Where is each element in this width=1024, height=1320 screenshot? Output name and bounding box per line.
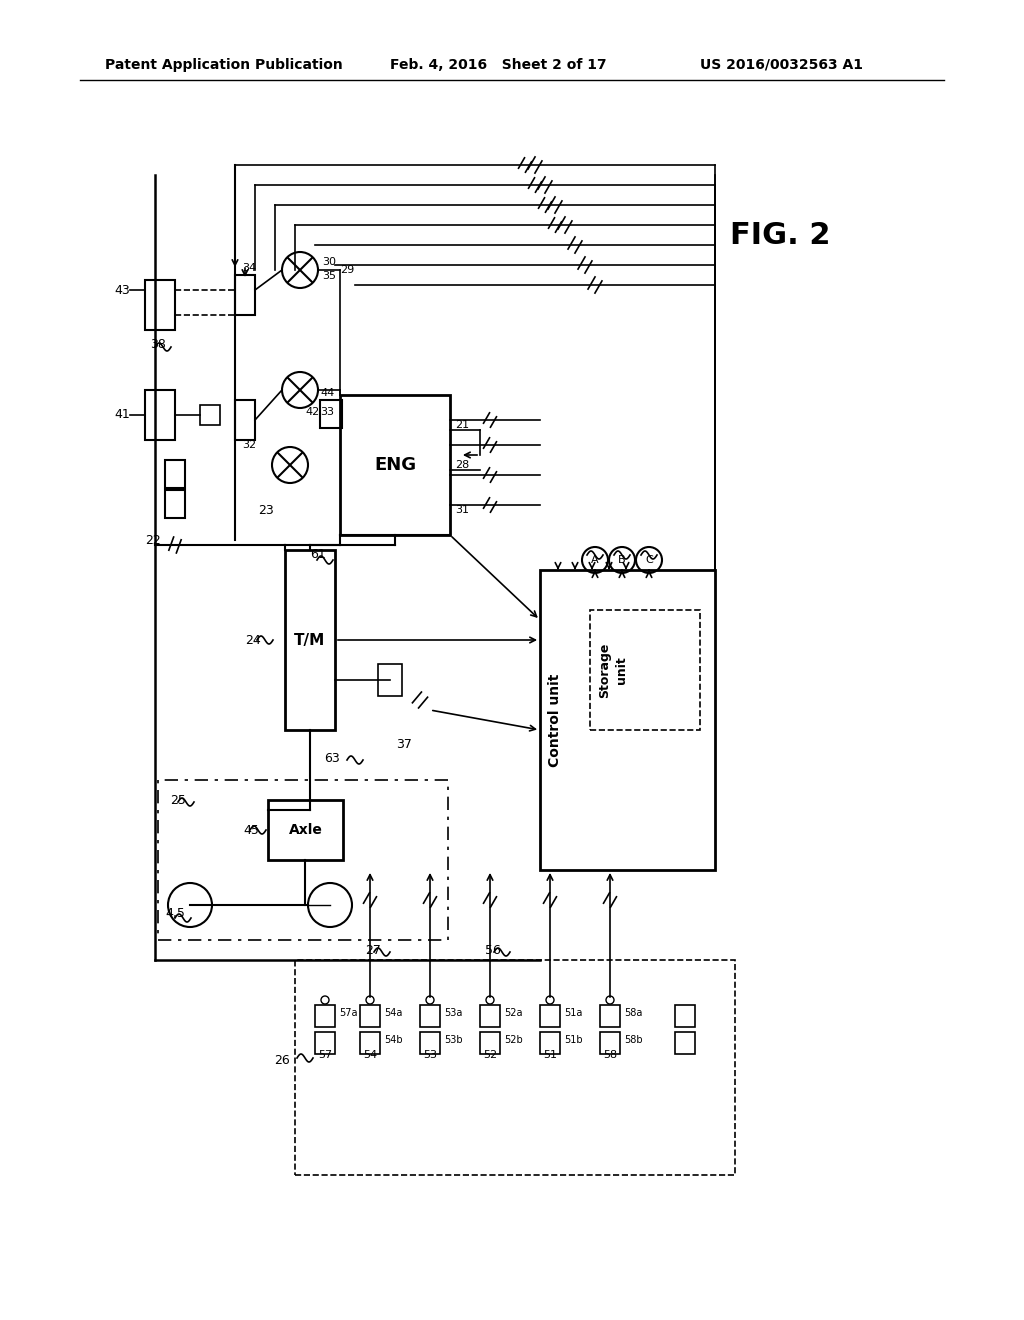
Bar [420, 1032, 440, 1053]
Text: 56: 56 [485, 944, 501, 957]
Text: 34: 34 [242, 263, 256, 273]
Bar [200, 405, 220, 425]
Text: 25: 25 [170, 793, 186, 807]
Text: 54b: 54b [384, 1035, 402, 1045]
Bar [675, 1032, 695, 1053]
Bar [268, 800, 343, 861]
Text: 32: 32 [242, 440, 256, 450]
Text: 38: 38 [150, 338, 166, 351]
Text: 43: 43 [115, 284, 130, 297]
Text: 33: 33 [319, 407, 334, 417]
Text: 35: 35 [322, 271, 336, 281]
Text: 54a: 54a [384, 1008, 402, 1018]
Text: 37: 37 [396, 738, 412, 751]
Bar [319, 400, 342, 428]
Text: 24: 24 [245, 634, 261, 647]
Text: B: B [618, 554, 626, 565]
Bar [234, 275, 255, 315]
Text: Patent Application Publication: Patent Application Publication [105, 58, 343, 73]
Text: 58: 58 [603, 1049, 617, 1060]
Text: 27: 27 [365, 944, 381, 957]
Text: 4,5: 4,5 [165, 907, 185, 920]
Text: 30: 30 [322, 257, 336, 267]
Bar [675, 1005, 695, 1027]
Text: 58a: 58a [624, 1008, 642, 1018]
Text: Axle: Axle [289, 822, 323, 837]
Text: 58b: 58b [624, 1035, 643, 1045]
Bar [420, 1005, 440, 1027]
Text: 53a: 53a [444, 1008, 463, 1018]
Text: 41: 41 [115, 408, 130, 421]
Text: 57: 57 [317, 1049, 332, 1060]
Text: Control unit: Control unit [548, 673, 562, 767]
Bar [234, 400, 255, 440]
Bar [165, 459, 185, 488]
Text: 51b: 51b [564, 1035, 583, 1045]
Bar [360, 1032, 380, 1053]
Text: 51a: 51a [564, 1008, 583, 1018]
Text: 52a: 52a [504, 1008, 522, 1018]
Text: 45: 45 [243, 824, 259, 837]
Bar [600, 1032, 620, 1053]
Text: 42: 42 [305, 407, 319, 417]
Text: Feb. 4, 2016   Sheet 2 of 17: Feb. 4, 2016 Sheet 2 of 17 [390, 58, 606, 73]
Text: C: C [645, 554, 653, 565]
Text: 63: 63 [325, 751, 340, 764]
Text: 23: 23 [258, 503, 273, 516]
Bar [480, 1005, 500, 1027]
Bar [145, 280, 175, 330]
Text: 52b: 52b [504, 1035, 522, 1045]
Bar [590, 610, 700, 730]
Text: 61: 61 [310, 549, 326, 561]
Bar [600, 1005, 620, 1027]
Bar [540, 570, 715, 870]
Text: Storage: Storage [598, 643, 611, 698]
Text: unit: unit [615, 656, 629, 684]
Text: A: A [591, 554, 599, 565]
Text: 53b: 53b [444, 1035, 463, 1045]
Text: 28: 28 [455, 459, 469, 470]
Text: 29: 29 [340, 265, 354, 275]
Bar [285, 550, 335, 730]
Text: 57a: 57a [339, 1008, 357, 1018]
Bar [540, 1005, 560, 1027]
Text: 22: 22 [145, 533, 161, 546]
Bar [295, 960, 735, 1175]
Bar [145, 389, 175, 440]
Bar [315, 1005, 335, 1027]
Bar [480, 1032, 500, 1053]
Bar [540, 1032, 560, 1053]
Text: 44: 44 [319, 388, 334, 399]
Text: 52: 52 [483, 1049, 497, 1060]
Text: US 2016/0032563 A1: US 2016/0032563 A1 [700, 58, 863, 73]
Text: ENG: ENG [374, 455, 416, 474]
Text: 26: 26 [274, 1053, 290, 1067]
Bar [158, 780, 449, 940]
Bar [378, 664, 402, 696]
Text: 31: 31 [455, 506, 469, 515]
Text: 54: 54 [362, 1049, 377, 1060]
Bar [165, 490, 185, 517]
Bar [315, 1032, 335, 1053]
Text: 53: 53 [423, 1049, 437, 1060]
Text: 21: 21 [455, 420, 469, 430]
Bar [340, 395, 450, 535]
Text: FIG. 2: FIG. 2 [730, 220, 830, 249]
Text: T/M: T/M [294, 632, 326, 648]
Bar [360, 1005, 380, 1027]
Text: 51: 51 [543, 1049, 557, 1060]
